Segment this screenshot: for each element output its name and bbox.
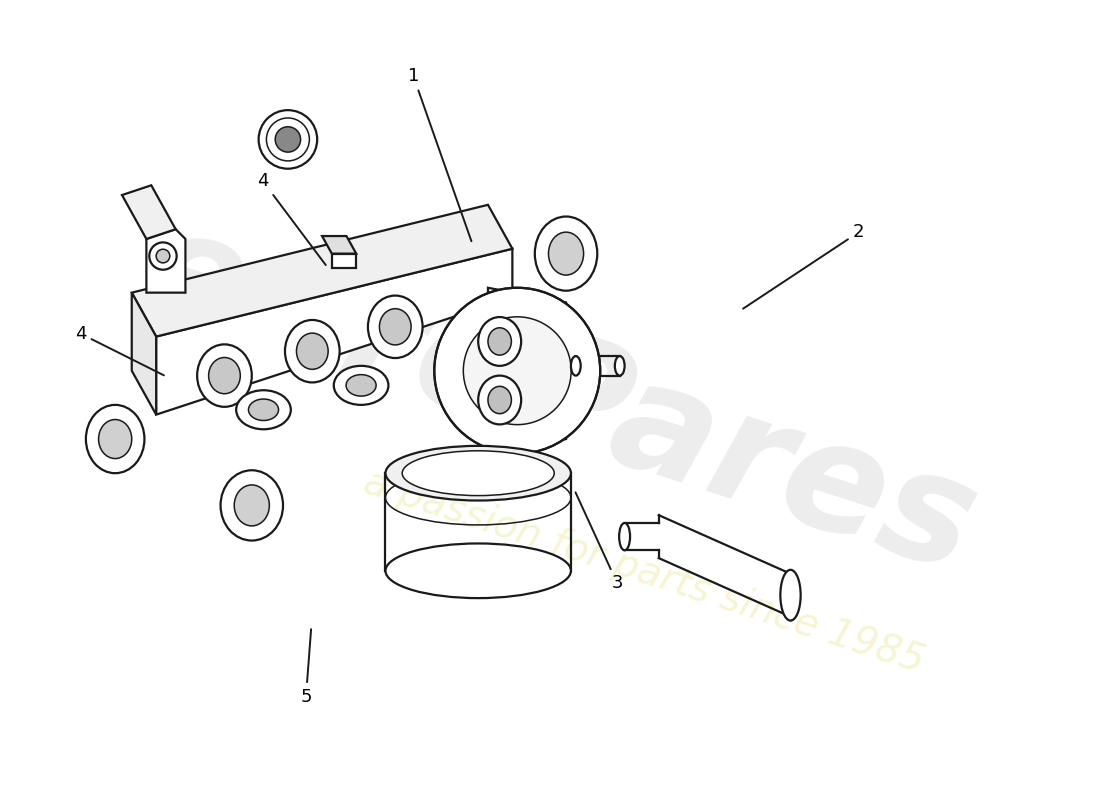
Text: a passion for parts since 1985: a passion for parts since 1985 xyxy=(359,463,929,681)
Polygon shape xyxy=(156,249,513,414)
Ellipse shape xyxy=(385,543,571,598)
Text: 4: 4 xyxy=(257,172,326,265)
Polygon shape xyxy=(332,254,356,268)
Ellipse shape xyxy=(478,376,521,424)
Text: euroPares: euroPares xyxy=(122,195,994,605)
Ellipse shape xyxy=(535,217,597,290)
Ellipse shape xyxy=(488,328,512,355)
Ellipse shape xyxy=(549,232,584,275)
Circle shape xyxy=(463,317,571,425)
Ellipse shape xyxy=(615,356,625,376)
Ellipse shape xyxy=(488,386,512,414)
Ellipse shape xyxy=(385,446,571,501)
Ellipse shape xyxy=(221,470,283,541)
Ellipse shape xyxy=(209,358,240,394)
Ellipse shape xyxy=(403,450,554,496)
Ellipse shape xyxy=(197,344,252,407)
Ellipse shape xyxy=(780,570,801,621)
Ellipse shape xyxy=(99,419,132,458)
Polygon shape xyxy=(122,186,176,239)
Ellipse shape xyxy=(285,320,340,382)
Ellipse shape xyxy=(367,295,422,358)
Polygon shape xyxy=(132,205,513,337)
Text: 5: 5 xyxy=(300,629,311,706)
Ellipse shape xyxy=(478,317,521,366)
Ellipse shape xyxy=(266,118,309,161)
Ellipse shape xyxy=(249,399,278,421)
Ellipse shape xyxy=(258,110,317,169)
Polygon shape xyxy=(322,236,356,254)
Ellipse shape xyxy=(333,366,388,405)
Ellipse shape xyxy=(86,405,144,473)
Ellipse shape xyxy=(346,374,376,396)
Polygon shape xyxy=(146,230,186,293)
Ellipse shape xyxy=(297,333,328,370)
Polygon shape xyxy=(132,293,156,414)
Text: 4: 4 xyxy=(75,325,164,375)
Ellipse shape xyxy=(379,309,411,345)
Text: 3: 3 xyxy=(575,492,623,593)
Polygon shape xyxy=(488,288,566,454)
Ellipse shape xyxy=(236,390,290,430)
Text: 2: 2 xyxy=(744,223,865,309)
Circle shape xyxy=(150,242,177,270)
Ellipse shape xyxy=(571,356,581,376)
Text: 1: 1 xyxy=(408,67,472,242)
Ellipse shape xyxy=(234,485,270,526)
Ellipse shape xyxy=(275,126,300,152)
Ellipse shape xyxy=(619,523,630,550)
Circle shape xyxy=(156,250,169,263)
Circle shape xyxy=(434,288,601,454)
